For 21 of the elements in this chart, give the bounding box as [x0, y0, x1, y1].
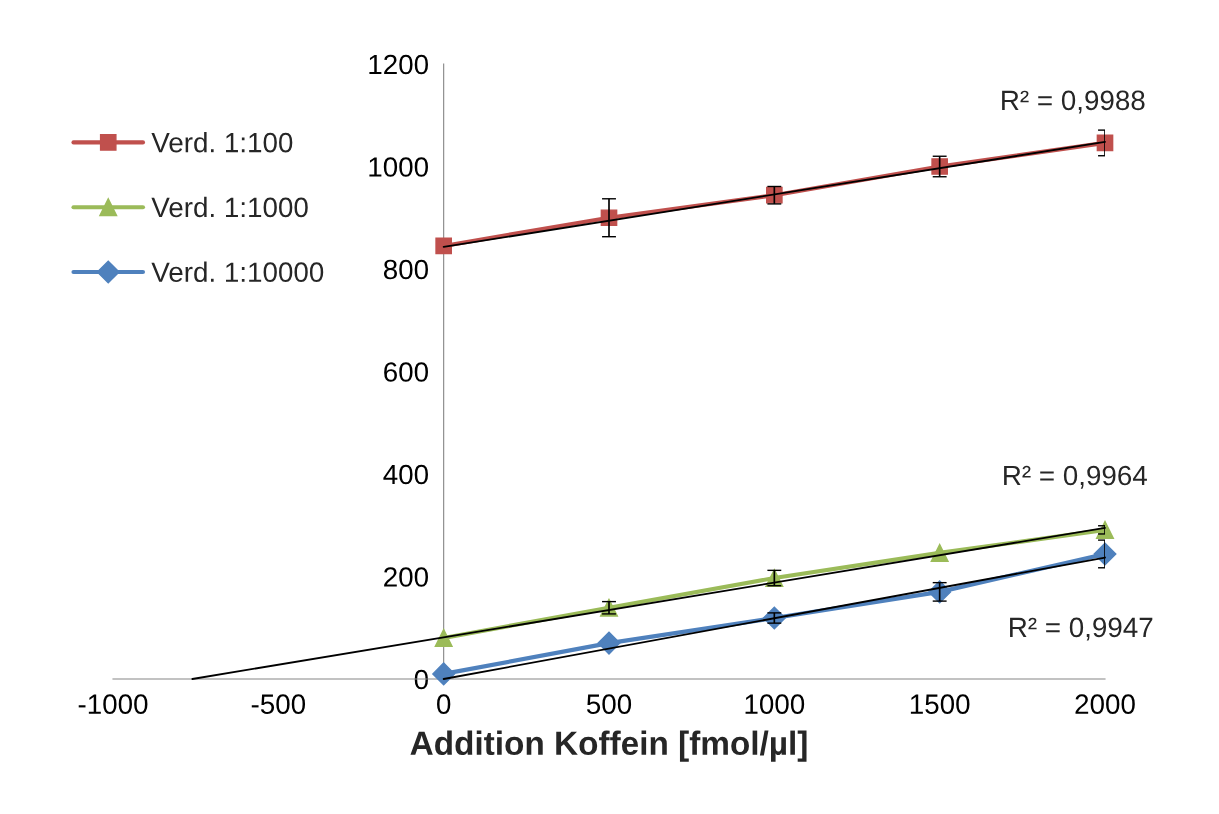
y-tick-label: 0: [414, 669, 428, 690]
y-tick-label: 400: [383, 464, 428, 485]
x-tick-label: 1500: [910, 694, 970, 714]
y-tick-label: 1200: [369, 54, 428, 75]
y-tick-label: 800: [383, 259, 428, 280]
x-tick-label: 2000: [1075, 694, 1135, 714]
annotation: R² = 0,9988: [1002, 90, 1145, 114]
x-tick-label: -500: [251, 694, 306, 714]
legend-label: Verd. 1:1000: [151, 196, 308, 218]
annotation: R² = 0,9964: [1004, 465, 1147, 489]
y-tick-label: 1000: [369, 157, 428, 177]
x-tick-label: 0: [437, 694, 451, 714]
legend-label: Verd. 1:100: [151, 132, 293, 153]
legend-label: Verd. 1:10000: [151, 261, 324, 283]
x-tick-label: 500: [586, 694, 632, 714]
x-tick-label: 1000: [745, 694, 805, 714]
y-tick-label: 200: [384, 567, 428, 587]
x-tick-label: -1000: [78, 694, 148, 714]
annotation: R² = 0,9947: [1010, 617, 1153, 641]
y-tick-label: 600: [384, 362, 428, 382]
x-axis-title: Addition Koffein [fmol/µl]: [410, 730, 807, 762]
